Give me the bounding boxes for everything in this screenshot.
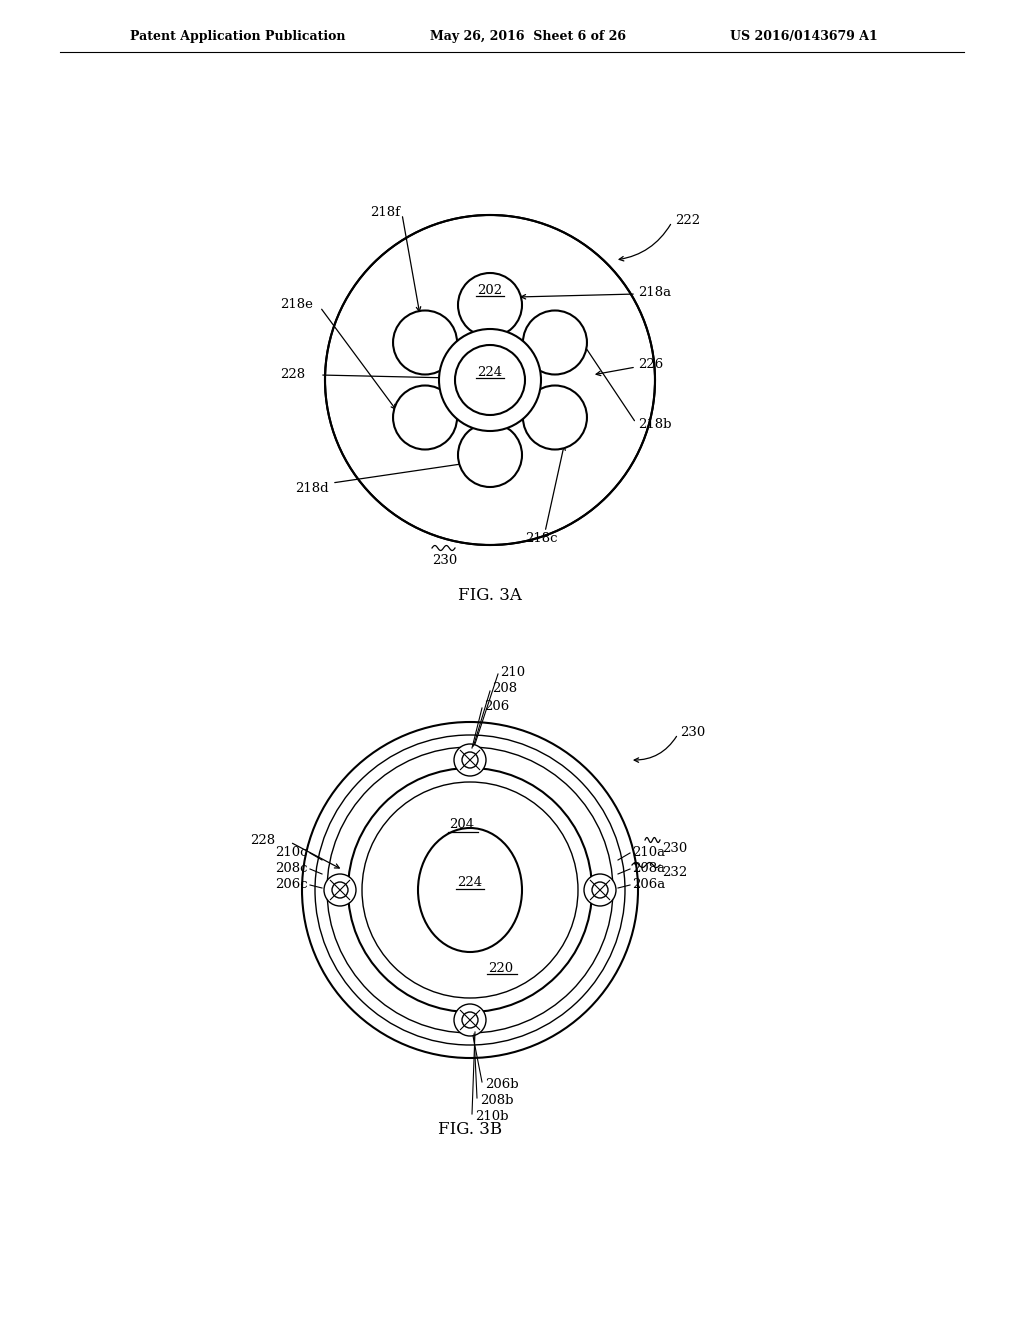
Text: 224: 224: [458, 875, 482, 888]
Circle shape: [325, 215, 655, 545]
Text: 208c: 208c: [275, 862, 308, 874]
Circle shape: [393, 310, 457, 375]
Text: 206c: 206c: [275, 878, 308, 891]
Text: FIG. 3A: FIG. 3A: [458, 586, 522, 603]
Ellipse shape: [418, 828, 522, 952]
Circle shape: [383, 273, 597, 487]
Text: May 26, 2016  Sheet 6 of 26: May 26, 2016 Sheet 6 of 26: [430, 30, 626, 44]
Text: 224: 224: [477, 366, 503, 379]
Text: 230: 230: [662, 842, 687, 854]
Circle shape: [458, 422, 522, 487]
Circle shape: [324, 874, 356, 906]
Text: 204: 204: [450, 818, 474, 832]
Circle shape: [348, 768, 592, 1012]
Circle shape: [523, 385, 587, 450]
Circle shape: [458, 273, 522, 337]
Text: US 2016/0143679 A1: US 2016/0143679 A1: [730, 30, 878, 44]
Text: 210b: 210b: [475, 1110, 509, 1123]
Text: FIG. 3B: FIG. 3B: [438, 1122, 502, 1138]
Text: 218a: 218a: [638, 285, 671, 298]
Text: 232: 232: [662, 866, 687, 879]
Circle shape: [439, 329, 541, 432]
Text: 202: 202: [477, 284, 503, 297]
Text: 218f: 218f: [370, 206, 400, 219]
Circle shape: [455, 345, 525, 414]
Circle shape: [454, 1005, 486, 1036]
Text: 228: 228: [280, 368, 305, 381]
Circle shape: [302, 722, 638, 1059]
Circle shape: [454, 744, 486, 776]
Text: 218e: 218e: [280, 298, 313, 312]
Text: 208a: 208a: [632, 862, 666, 874]
Text: 210a: 210a: [632, 846, 666, 858]
Text: 210c: 210c: [275, 846, 308, 858]
Text: 222: 222: [675, 214, 700, 227]
Text: 230: 230: [680, 726, 706, 738]
Text: 210: 210: [500, 665, 525, 678]
Text: 218d: 218d: [295, 482, 329, 495]
Text: Patent Application Publication: Patent Application Publication: [130, 30, 345, 44]
Circle shape: [393, 385, 457, 450]
Text: 230: 230: [432, 553, 458, 566]
Circle shape: [584, 874, 616, 906]
Text: 218c: 218c: [525, 532, 557, 544]
Text: 208: 208: [492, 682, 517, 696]
Text: 206b: 206b: [485, 1078, 518, 1092]
Text: 206: 206: [484, 700, 509, 713]
Text: 208b: 208b: [480, 1094, 513, 1107]
Circle shape: [523, 310, 587, 375]
Text: 226: 226: [638, 359, 664, 371]
Text: 228: 228: [250, 833, 275, 846]
Text: 218b: 218b: [638, 418, 672, 432]
Text: 206a: 206a: [632, 878, 666, 891]
Text: 220: 220: [488, 961, 513, 974]
